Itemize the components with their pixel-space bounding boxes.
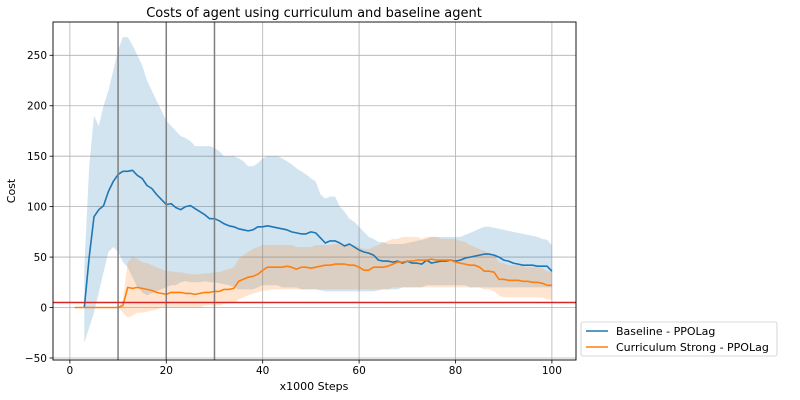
x-tick-label: 40 xyxy=(256,365,269,377)
x-tick-label: 20 xyxy=(160,365,173,377)
x-axis-label: x1000 Steps xyxy=(280,380,349,393)
y-tick-label: 200 xyxy=(27,101,47,113)
y-tick-label: −50 xyxy=(25,353,47,365)
series-band-1 xyxy=(74,236,552,318)
legend-box xyxy=(580,321,778,357)
y-axis-label: Cost xyxy=(5,178,18,203)
y-tick-label: 100 xyxy=(27,201,47,213)
y-tick-label: 0 xyxy=(40,302,47,314)
x-tick-label: 0 xyxy=(67,365,74,377)
legend-label-1: Curriculum Strong - PPOLag xyxy=(616,341,769,354)
y-tick-label: 250 xyxy=(27,50,47,62)
plot-frame xyxy=(52,21,577,361)
series-line-1 xyxy=(74,258,552,309)
series-line-0 xyxy=(83,169,553,308)
chart-title: Costs of agent using curriculum and base… xyxy=(146,6,482,21)
legend-label-0: Baseline - PPOLag xyxy=(616,325,715,338)
y-tick-label: 150 xyxy=(27,151,47,163)
y-tick-label: 50 xyxy=(34,252,47,264)
x-tick-label: 80 xyxy=(449,365,462,377)
x-tick-label: 100 xyxy=(542,365,562,377)
x-tick-label: 60 xyxy=(352,365,365,377)
series-band-0 xyxy=(84,37,552,343)
